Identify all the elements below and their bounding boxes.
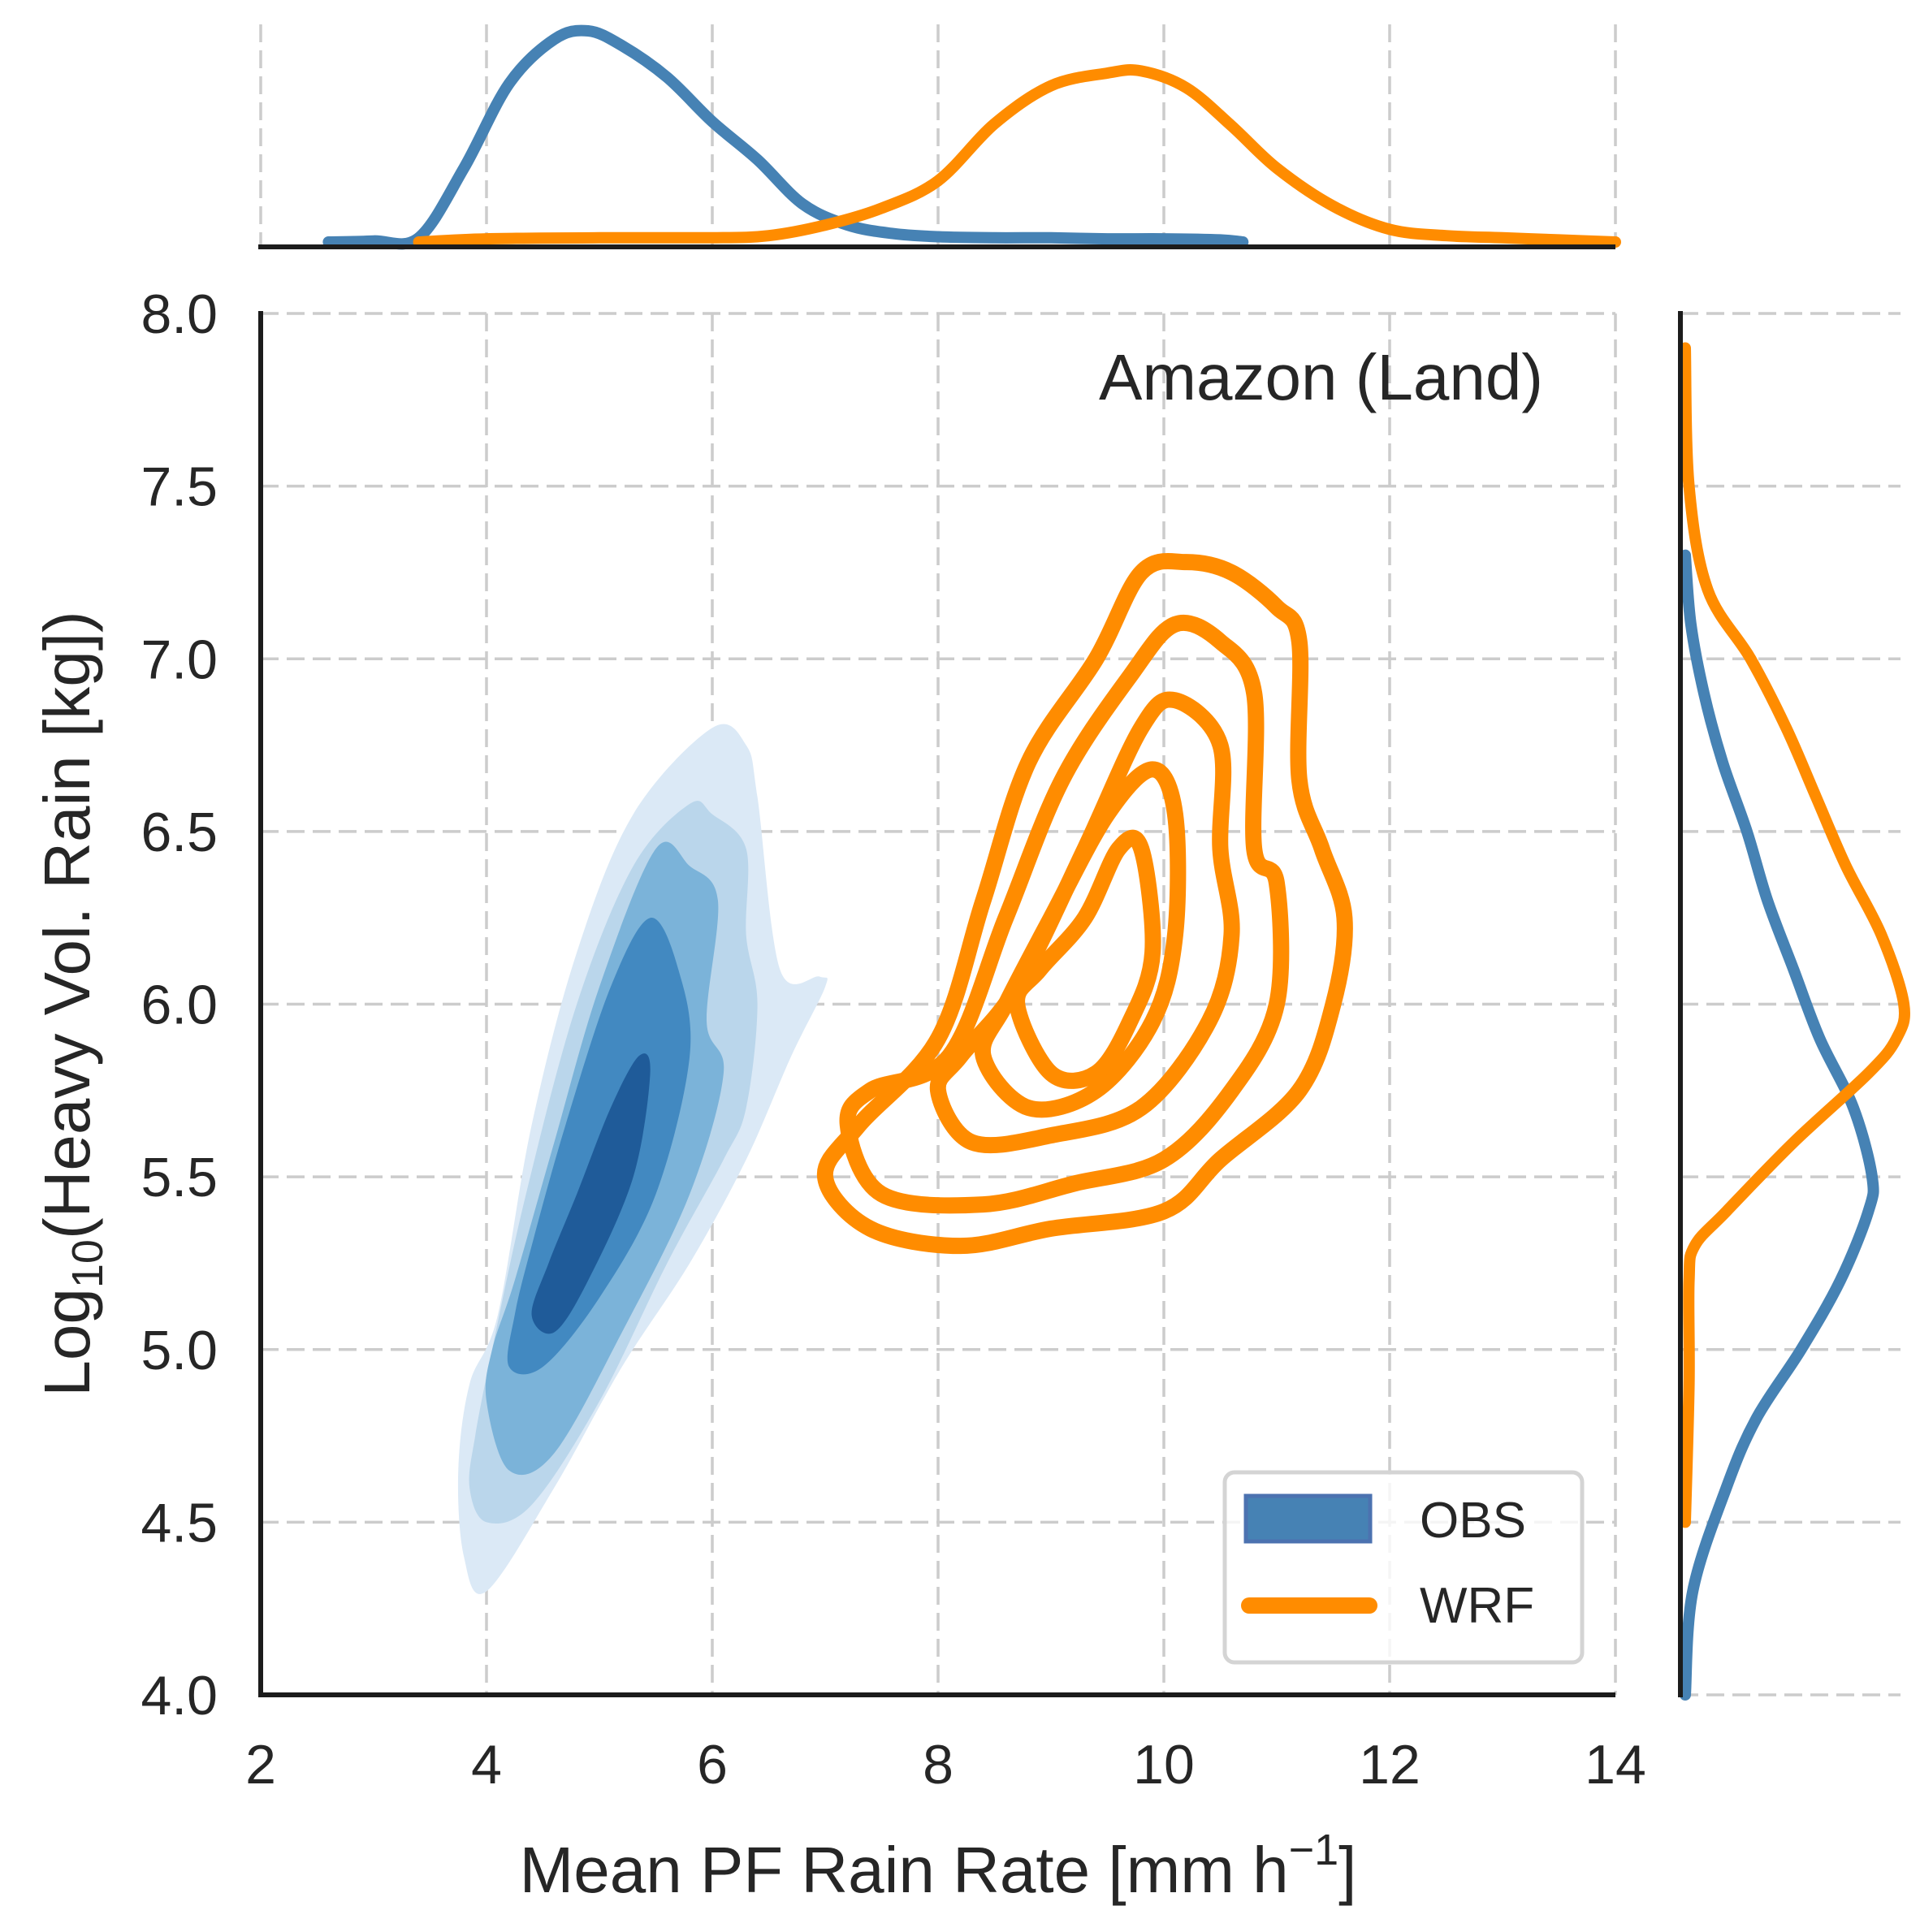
y-tick-label: 5.0 bbox=[141, 1320, 218, 1381]
y-tick-label: 6.0 bbox=[141, 975, 218, 1036]
x-axis-title-end: ] bbox=[1338, 1834, 1356, 1906]
top-marginal-wrf-curve bbox=[413, 64, 1621, 248]
y-axis-title-prefix: Log bbox=[31, 1288, 103, 1396]
y-tick-label: 7.5 bbox=[141, 456, 218, 518]
y-axis-title: Log10(Heavy Vol. Rain [kg]) bbox=[31, 611, 112, 1396]
y-tick-label: 8.0 bbox=[141, 283, 218, 345]
y-tick-labels: 4.0 4.5 5.0 5.5 6.0 6.5 7.0 7.5 8.0 bbox=[141, 283, 218, 1727]
y-tick-label: 4.0 bbox=[141, 1665, 218, 1727]
y-axis-title-suffix: (Heavy Vol. Rain [kg]) bbox=[31, 611, 103, 1239]
y-axis-title-sub: 10 bbox=[63, 1239, 112, 1288]
x-tick-label: 2 bbox=[245, 1734, 276, 1796]
top-marginal-curves bbox=[322, 24, 1621, 250]
wrf-contour-level-5 bbox=[1009, 829, 1161, 1089]
region-annotation: Amazon (Land) bbox=[1099, 341, 1543, 413]
legend-obs-swatch bbox=[1243, 1493, 1373, 1544]
y-tick-label: 6.5 bbox=[141, 802, 218, 863]
obs-contour-level-5 bbox=[531, 1053, 651, 1334]
x-tick-label: 14 bbox=[1585, 1734, 1646, 1796]
wrf-contour-level-2 bbox=[839, 614, 1290, 1214]
x-tick-label: 6 bbox=[697, 1734, 728, 1796]
x-tick-label: 12 bbox=[1359, 1734, 1421, 1796]
x-axis-title: Mean PF Rain Rate [mm h−1] bbox=[520, 1826, 1357, 1906]
y-tick-label: 7.0 bbox=[141, 629, 218, 690]
legend-obs-label: OBS bbox=[1420, 1493, 1526, 1549]
right-marginal-obs-curve bbox=[1680, 549, 1879, 1701]
wrf-contour-level-4 bbox=[974, 761, 1187, 1118]
x-tick-label: 10 bbox=[1133, 1734, 1195, 1796]
wrf-line-contours bbox=[816, 552, 1353, 1255]
x-axis-title-sup: −1 bbox=[1289, 1826, 1339, 1874]
top-marginal-grid bbox=[259, 24, 1617, 247]
right-marginal-grid bbox=[1680, 312, 1901, 1696]
legend: OBS WRF bbox=[1222, 1470, 1585, 1665]
obs-filled-contours bbox=[457, 724, 828, 1594]
x-tick-labels: 2 4 6 8 10 12 14 bbox=[245, 1734, 1646, 1796]
top-marginal-obs-curve bbox=[322, 24, 1249, 250]
legend-wrf-label: WRF bbox=[1420, 1578, 1534, 1634]
y-tick-label: 5.5 bbox=[141, 1147, 218, 1208]
right-marginal-curves bbox=[1680, 342, 1910, 1701]
x-axis-title-main: Mean PF Rain Rate [mm h bbox=[520, 1834, 1289, 1906]
wrf-contour-level-1 bbox=[816, 552, 1353, 1255]
right-marginal-wrf-curve bbox=[1680, 342, 1910, 1528]
x-tick-label: 4 bbox=[471, 1734, 502, 1796]
x-tick-label: 8 bbox=[923, 1734, 954, 1796]
y-tick-label: 4.5 bbox=[141, 1492, 218, 1554]
